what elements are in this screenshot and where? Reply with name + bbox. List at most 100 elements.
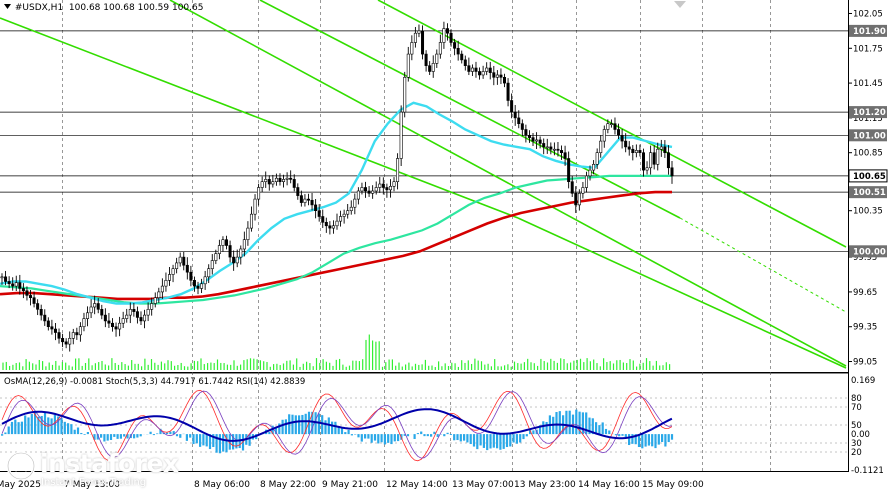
candle-body	[289, 177, 293, 180]
osma-bar	[423, 434, 426, 437]
candle-body	[396, 158, 400, 182]
candle-body	[374, 187, 378, 192]
osma-bar	[347, 429, 350, 435]
candle-body	[545, 146, 549, 149]
osma-bar	[512, 434, 515, 443]
stoch-signal-line	[1, 389, 673, 462]
osma-bar	[274, 427, 278, 435]
osma-bar	[96, 434, 99, 440]
candle-body	[588, 169, 592, 177]
osma-bar	[654, 434, 657, 449]
osma-bar	[443, 434, 446, 437]
candle-body	[228, 245, 232, 258]
osma-bar	[30, 414, 33, 435]
osma-bar	[578, 411, 581, 435]
osma-bar	[53, 414, 56, 435]
osma-bar	[667, 434, 670, 443]
candle-body	[235, 256, 239, 264]
osma-bar	[555, 412, 558, 435]
price-level-tag: 101.90	[849, 24, 887, 37]
osma-bar	[192, 434, 195, 445]
osma-bar	[492, 434, 495, 448]
candle-body	[210, 260, 214, 270]
osma-bar	[43, 412, 47, 435]
osma-bar	[575, 409, 578, 435]
candle-body	[29, 295, 33, 299]
candle-body	[107, 320, 111, 324]
osma-bar	[70, 424, 73, 435]
candle-body	[502, 76, 506, 84]
candle-body	[538, 139, 542, 144]
time-tick-label: 13 May 23:00	[514, 480, 576, 490]
candle-body	[68, 338, 72, 345]
ma-slow-line	[0, 190, 672, 301]
time-axis: 6 May 2025 7 May 13:00 8 May 06:00 8 May 22…	[0, 480, 704, 490]
instaforex-logo: instaforex Instant Forex Trading	[6, 449, 181, 489]
osma-bar	[469, 434, 472, 445]
price-tick-label: 99.35	[853, 323, 877, 333]
osma-bar	[545, 421, 548, 435]
osma-bar	[525, 434, 528, 437]
osma-bar	[502, 434, 505, 449]
osma-bar	[106, 434, 109, 441]
candle-body	[652, 152, 656, 165]
candle-body	[495, 74, 499, 78]
osma-bar	[446, 432, 449, 435]
triangle-down-icon[interactable]	[4, 3, 12, 11]
time-tick-label: 8 May 06:00	[194, 480, 250, 490]
candle-body	[78, 326, 82, 336]
osma-bar	[136, 434, 139, 438]
price-level-tag: 100.51	[849, 186, 887, 199]
osma-bar	[476, 434, 479, 450]
osma-bar	[344, 432, 347, 435]
candle-body	[634, 150, 638, 153]
osma-bar	[479, 434, 482, 446]
osma-bar	[403, 434, 406, 436]
candle-body	[666, 152, 670, 169]
candle-body	[617, 129, 621, 136]
osma-bar	[538, 425, 542, 435]
osma-bar	[505, 434, 509, 448]
candle-body	[264, 179, 268, 182]
osma-bar	[119, 434, 122, 439]
scroll-marker-icon[interactable]	[674, 1, 686, 8]
candle-body	[428, 65, 432, 72]
candle-body	[310, 199, 314, 206]
trend-channels	[0, 0, 847, 369]
osma-bar	[657, 434, 660, 445]
osma-bar	[651, 434, 654, 447]
osma-bar	[496, 434, 499, 449]
candle-body	[182, 256, 186, 266]
osma-bar	[433, 431, 436, 435]
osma-bar	[591, 418, 594, 435]
candle-body	[221, 239, 225, 246]
osma-bar	[248, 434, 251, 446]
price-level-tag: 101.00	[849, 129, 887, 142]
candle-body	[649, 152, 653, 169]
candle-body	[296, 187, 300, 196]
candle-body	[225, 239, 229, 246]
osma-bar	[367, 434, 370, 439]
candle-body	[71, 332, 75, 339]
osma-bar	[397, 434, 400, 442]
osma-bar	[515, 434, 518, 444]
moving-averages	[0, 101, 673, 305]
osc-level-label: 20	[851, 448, 862, 458]
osma-bar	[482, 434, 485, 448]
price-tick-label: 102.05	[853, 9, 883, 19]
osma-bar	[472, 434, 476, 447]
osma-bar	[489, 434, 492, 449]
candle-body	[18, 282, 22, 289]
candle-body	[103, 314, 107, 322]
price-tick-label: 101.75	[853, 44, 883, 54]
price-level-tag: 100.00	[849, 245, 887, 258]
candle-body	[7, 281, 11, 285]
osma-bar	[522, 434, 525, 440]
candle-body	[399, 111, 403, 159]
candle-body	[143, 314, 147, 322]
osma-bar	[324, 420, 327, 435]
ma-fast-line	[0, 101, 673, 305]
candle-body	[146, 309, 150, 316]
osma-bar	[169, 431, 172, 435]
